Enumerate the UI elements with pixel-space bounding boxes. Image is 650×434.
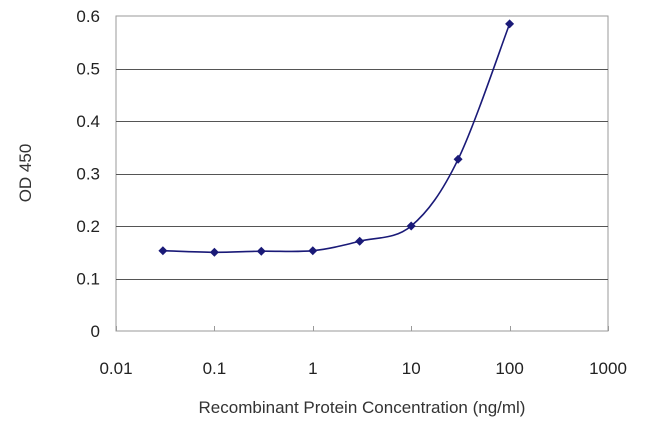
- x-tick-label-2: 1: [308, 359, 317, 378]
- data-points: [158, 19, 515, 257]
- y-tick-label-6: 0.6: [76, 7, 100, 26]
- x-axis-ticks: [116, 326, 609, 331]
- x-tick-label-1: 0.1: [203, 359, 227, 378]
- x-tick-label-3: 10: [402, 359, 421, 378]
- plot-area: [115, 15, 609, 332]
- data-point-3: [308, 246, 318, 256]
- data-point-1: [209, 247, 219, 257]
- data-point-4: [355, 236, 365, 246]
- y-tick-label-1: 0.1: [76, 270, 100, 289]
- y-tick-label-3: 0.3: [76, 165, 100, 184]
- x-axis-tick-labels: 0.01 0.1 1 10 100 1000: [99, 359, 626, 378]
- x-tick-label-0: 0.01: [99, 359, 132, 378]
- x-axis-title: Recombinant Protein Concentration (ng/ml…: [199, 398, 526, 417]
- data-point-5: [406, 221, 416, 231]
- data-point-0: [158, 246, 168, 256]
- y-tick-label-5: 0.5: [76, 60, 100, 79]
- y-tick-label-0: 0: [91, 322, 100, 341]
- data-point-2: [256, 246, 266, 256]
- data-point-6: [453, 154, 463, 164]
- y-axis-tick-labels: 0 0.1 0.2 0.3 0.4 0.5 0.6: [76, 7, 100, 341]
- data-point-7: [505, 19, 515, 29]
- y-tick-label-4: 0.4: [76, 112, 100, 131]
- plot-frame: [115, 15, 609, 332]
- y-tick-label-2: 0.2: [76, 217, 100, 236]
- x-tick-label-5: 1000: [589, 359, 627, 378]
- x-tick-label-4: 100: [495, 359, 523, 378]
- y-axis-title: OD 450: [16, 144, 35, 203]
- gridlines: [116, 69, 608, 280]
